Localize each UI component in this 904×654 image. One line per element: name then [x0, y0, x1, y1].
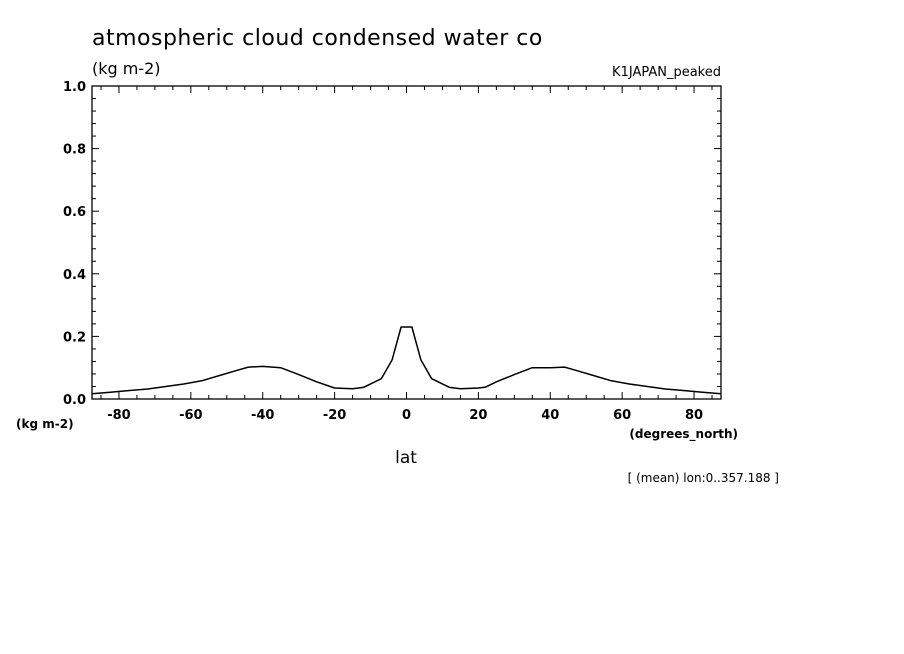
y-axis-tick-labels: 0.0 0.2 0.4 0.6 0.8 1.0 — [63, 80, 86, 408]
y-tick-label: 0.4 — [63, 268, 86, 283]
chart-units-label: (kg m-2) — [92, 59, 161, 78]
y-tick-label: 0.8 — [63, 143, 86, 158]
y-tick-label: 0.0 — [63, 393, 86, 408]
x-tick-label: -60 — [179, 408, 203, 423]
x-tick-label: 0 — [402, 408, 411, 423]
x-axis-label: lat — [395, 448, 417, 468]
y-tick-label: 0.2 — [63, 330, 86, 345]
y-axis-ticks — [92, 85, 721, 400]
x-tick-label: 60 — [613, 408, 631, 423]
x-tick-label: 20 — [469, 408, 487, 423]
x-axis-ticks — [100, 86, 713, 399]
x-axis-tick-labels: -80 -60 -40 -20 0 20 40 60 80 — [107, 408, 703, 423]
y-axis-units: (kg m-2) — [16, 417, 74, 431]
footnote: [ (mean) lon:0..357.188 ] — [628, 471, 779, 485]
x-tick-label: 40 — [541, 408, 559, 423]
x-tick-label: -40 — [251, 408, 275, 423]
chart-title: atmospheric cloud condensed water co — [92, 26, 543, 51]
y-tick-label: 0.6 — [63, 205, 86, 220]
x-axis-units: (degrees_north) — [629, 427, 738, 442]
series-group — [91, 326, 722, 395]
y-tick-label: 1.0 — [63, 80, 86, 95]
x-tick-label: -20 — [323, 408, 347, 423]
series-line — [91, 326, 722, 395]
run-name-label: K1JAPAN_peaked — [612, 65, 721, 80]
x-tick-label: 80 — [685, 408, 703, 423]
x-tick-label: -80 — [107, 408, 131, 423]
